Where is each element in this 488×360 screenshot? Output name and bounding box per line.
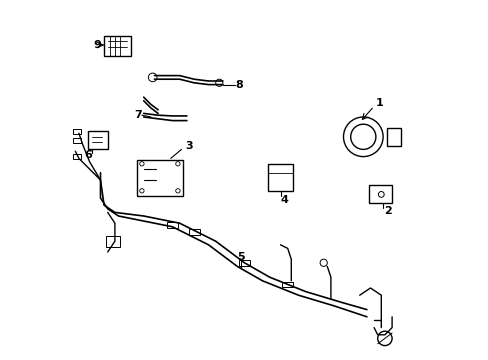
Text: 4: 4: [280, 195, 287, 205]
Bar: [88, 131, 107, 149]
Bar: [386, 128, 400, 146]
Text: 5: 5: [237, 252, 244, 262]
Bar: [73, 154, 81, 159]
Bar: [136, 160, 183, 196]
Bar: [282, 282, 292, 287]
Bar: [267, 164, 292, 191]
Text: 8: 8: [235, 80, 243, 90]
Bar: [239, 260, 249, 266]
Bar: [167, 222, 178, 228]
Bar: [73, 138, 81, 143]
Bar: [106, 236, 120, 247]
Text: 3: 3: [184, 141, 192, 151]
Text: 6: 6: [84, 150, 92, 160]
Text: 2: 2: [384, 206, 391, 216]
Bar: [188, 229, 199, 235]
Text: 7: 7: [134, 110, 142, 120]
Text: 9: 9: [93, 40, 101, 50]
Bar: [73, 129, 81, 134]
Text: 1: 1: [375, 98, 383, 108]
Bar: [104, 36, 131, 56]
